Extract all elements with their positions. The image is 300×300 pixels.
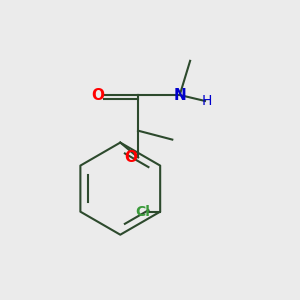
Text: Cl: Cl [135,205,150,219]
Text: N: N [173,88,186,103]
Text: O: O [124,150,137,165]
Text: O: O [91,88,104,103]
Text: H: H [201,94,212,108]
